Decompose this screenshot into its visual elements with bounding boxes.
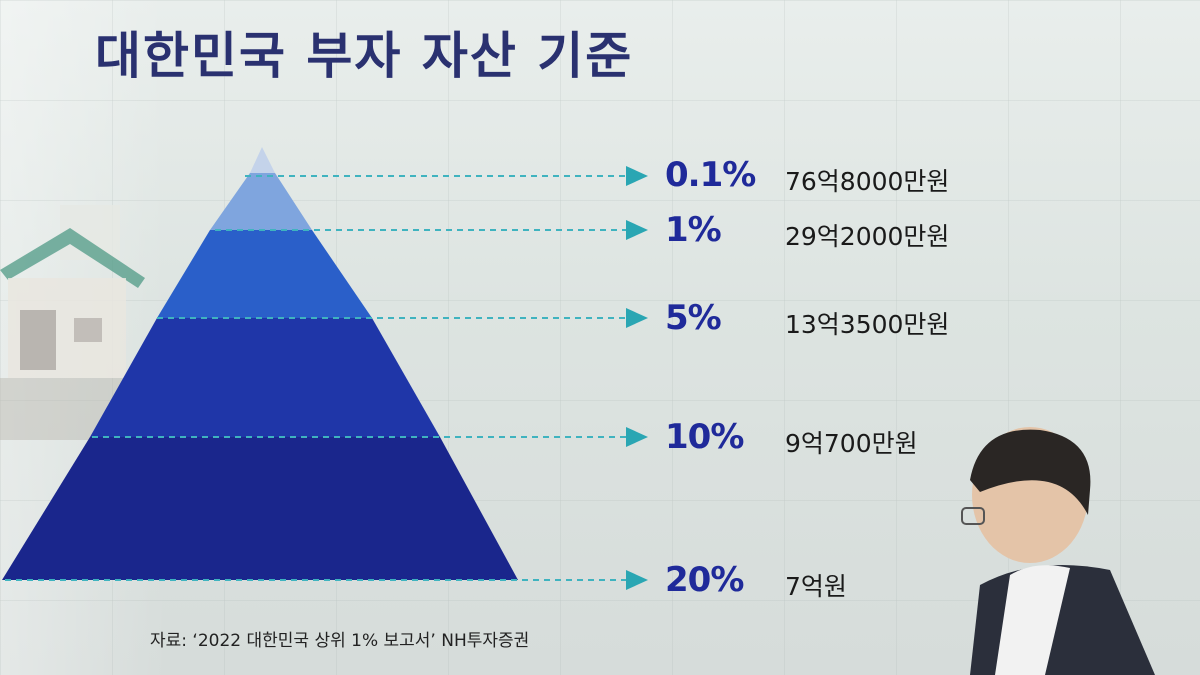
tier-amount-20: 7억원 <box>785 572 847 601</box>
pyramid-tier-10 <box>90 318 440 437</box>
tier-amount-1: 29억2000만원 <box>785 222 950 251</box>
arrow-icon <box>626 570 648 590</box>
tier-amount-10: 9억700만원 <box>785 429 918 458</box>
tier-percent-0.1: 0.1% <box>665 155 756 195</box>
tier-amount-5: 13억3500만원 <box>785 310 950 339</box>
arrow-icon <box>626 308 648 328</box>
pyramid-tier-1 <box>210 173 312 230</box>
tier-amount-0.1: 76억8000만원 <box>785 167 950 196</box>
page-title: 대한민국 부자 자산 기준 <box>95 27 634 85</box>
arrow-icon <box>626 166 648 186</box>
tier-percent-10: 10% <box>665 417 744 457</box>
tier-percent-5: 5% <box>665 298 722 338</box>
pyramid-tier-0.1 <box>250 147 275 173</box>
presenter-figure <box>961 427 1155 675</box>
arrow-icon <box>626 427 648 447</box>
tier-percent-20: 20% <box>665 560 744 600</box>
pyramid-tier-20 <box>2 437 518 580</box>
arrow-icon <box>626 220 648 240</box>
source-citation: 자료: ‘2022 대한민국 상위 1% 보고서’ NH투자증권 <box>150 631 530 651</box>
tier-percent-1: 1% <box>665 210 722 250</box>
pyramid-tier-5 <box>157 230 372 318</box>
